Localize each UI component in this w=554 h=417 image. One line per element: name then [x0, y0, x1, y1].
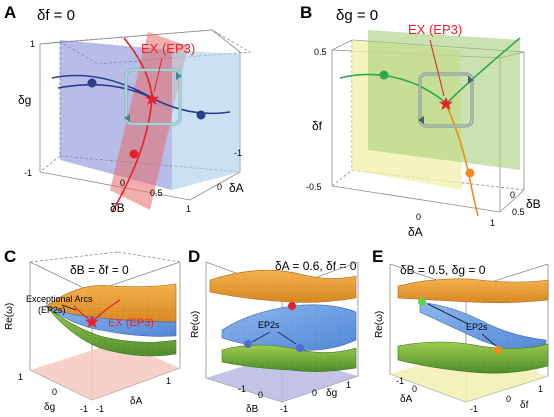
panel-a-ep-point — [196, 110, 206, 120]
panel-e-y-axis-label: Re(ω) — [374, 311, 385, 338]
panel-c-x-axis-label: δg — [44, 402, 55, 413]
panel-e-tick: -1 — [396, 376, 404, 386]
panel-b-loop-arrow — [468, 76, 474, 84]
panel-b-ep-point — [465, 168, 475, 178]
panel-d-x-axis-label: δB — [246, 404, 259, 415]
panel-a-curve-blue-2 — [51, 74, 153, 99]
panel-a-ep-point — [129, 149, 139, 159]
panel-b-loop-arrow — [418, 116, 424, 124]
panel-a-letter: A — [4, 3, 16, 22]
panel-b-ex-label: EX (EP3) — [408, 22, 462, 37]
panel-c-tick: 1 — [166, 376, 171, 386]
panel-c-title: δB = δf = 0 — [70, 263, 129, 277]
panel-d: D δA = 0.6, δf = 0 EP2s Re(ω) -1 0 δB -1… — [188, 247, 359, 415]
panel-d-letter: D — [188, 247, 200, 266]
panel-a-title: δf = 0 — [37, 7, 75, 24]
panel-c-letter: C — [4, 247, 16, 266]
panel-e-z-axis-label: δf — [520, 400, 529, 411]
panel-a: A δf = 0 EX (EP3) — [4, 3, 252, 215]
panel-b-tick: 0.5 — [512, 207, 525, 217]
panel-a-loop-arrow — [176, 72, 182, 80]
panel-e-ep2-label: EP2s — [466, 322, 488, 332]
panel-d-z-axis-label: δg — [326, 388, 337, 399]
panel-a-loop-arrow — [124, 114, 130, 122]
panel-c-y-axis-label: Re(ω) — [4, 303, 15, 330]
panel-b-tick: 1 — [490, 218, 495, 228]
panel-b-curve-green-2 — [445, 37, 521, 105]
panel-e-tick: 0 — [412, 384, 417, 394]
panel-c-arcs-label-2: (EP2s) — [38, 305, 66, 315]
panel-c-ex-label: EX (EP3) — [108, 317, 154, 329]
panel-c-tick: -1 — [80, 404, 88, 414]
panel-a-curve-red — [111, 37, 153, 213]
panel-d-ep-point — [244, 340, 252, 348]
panel-e-ep-point — [494, 346, 502, 354]
panel-a-tick: 0 — [217, 182, 222, 192]
panel-c-tick: 0 — [52, 387, 57, 397]
panel-b: B δg = 0 EX (EP3) δf 0.5 -0.5 0 — [300, 3, 541, 239]
panel-c-tick: -1 — [96, 404, 104, 414]
panel-e-tick: -1 — [470, 404, 478, 414]
panel-b-tick: 0 — [510, 190, 515, 200]
panel-d-ep-point — [288, 302, 296, 310]
panel-d-tick: -1 — [238, 384, 246, 394]
panel-d-tick: 0 — [312, 388, 317, 398]
panel-c-arcs-label: Exceptional Arcs — [26, 294, 93, 304]
panel-e: E δB = 0.5, δg = 0 EP2s Re(ω) -1 0 δA -1… — [372, 247, 549, 414]
panel-a-y-axis-label: δg — [18, 93, 31, 107]
panel-e-tick: 1 — [538, 384, 543, 394]
panel-b-z-axis-label: δB — [526, 197, 541, 211]
panel-b-y-axis-label: δf — [312, 119, 323, 133]
panel-a-ep-point — [87, 78, 97, 88]
panel-e-x-axis-label: δA — [400, 394, 413, 405]
panel-a-plane-lightblue — [172, 50, 240, 190]
panel-b-x-axis-label: δA — [408, 225, 423, 239]
panel-a-tick: 1 — [186, 204, 191, 214]
panel-b-title: δg = 0 — [336, 7, 378, 24]
panel-e-letter: E — [372, 247, 383, 266]
panel-d-y-axis-label: Re(ω) — [190, 311, 201, 338]
panel-a-tick: 0.5 — [150, 188, 163, 198]
panel-b-ep-point — [379, 70, 389, 80]
panel-e-title: δB = 0.5, δg = 0 — [400, 263, 486, 277]
panel-d-tick: 1 — [346, 380, 351, 390]
panel-a-z-axis-label: δA — [229, 181, 244, 195]
panel-c: C δB = δf = 0 Exceptional Arcs (EP2s) EX… — [4, 247, 181, 414]
panel-b-letter: B — [300, 3, 312, 22]
panel-a-tick: 0 — [120, 178, 125, 188]
panel-b-tick: 0 — [416, 212, 421, 222]
panel-b-plane-green — [368, 30, 520, 170]
panel-d-tick: 0 — [258, 390, 263, 400]
panel-c-z-axis-label: δA — [130, 396, 143, 407]
panel-b-curve-orange — [445, 103, 479, 217]
panel-a-tick: 1 — [30, 39, 35, 49]
panel-a-tick: -1 — [24, 168, 32, 178]
panel-a-ex-label: EX (EP3) — [141, 41, 195, 56]
panel-a-x-axis-label: δB — [110, 201, 125, 215]
panel-e-ep-point — [418, 298, 426, 306]
panel-d-tick: -1 — [280, 404, 288, 414]
panel-c-tick: 1 — [18, 372, 23, 382]
panel-b-tick: 0.5 — [314, 47, 327, 57]
panel-d-ep-point — [296, 344, 304, 352]
panel-b-tick: -0.5 — [306, 182, 322, 192]
panel-e-tick: 0 — [506, 394, 511, 404]
panel-a-tick: -1 — [234, 148, 242, 158]
panel-d-ep2-label: EP2s — [258, 320, 280, 330]
